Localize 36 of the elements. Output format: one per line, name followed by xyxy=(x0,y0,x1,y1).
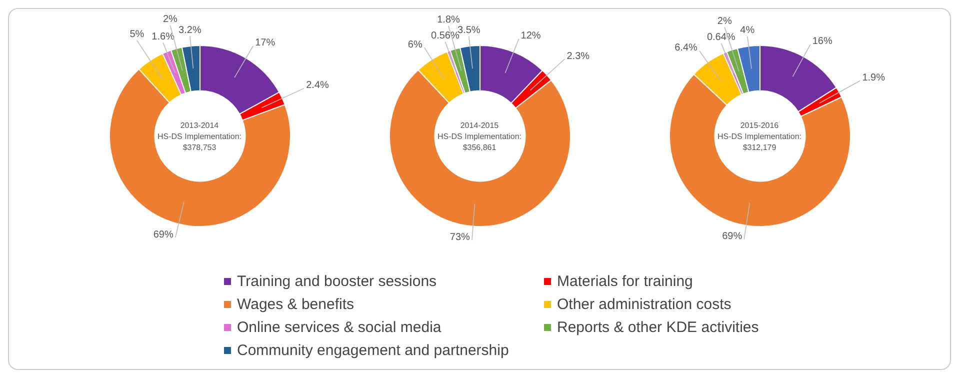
data-label: 2% xyxy=(162,14,178,26)
legend-label: Community engagement and partnership xyxy=(237,342,509,359)
legend-label: Reports & other KDE activities xyxy=(557,319,759,336)
data-label: 5% xyxy=(129,29,144,40)
data-label: 3.2% xyxy=(178,24,201,36)
data-label: 2.3% xyxy=(566,50,590,62)
data-label: 73% xyxy=(449,232,470,243)
data-label: 69% xyxy=(152,229,173,240)
text: $378,753 xyxy=(182,142,216,152)
text: HS-DS Implementation: xyxy=(717,130,802,142)
text: 2013-2014 xyxy=(180,120,219,130)
data-label: 0.56% xyxy=(430,30,459,42)
text: $356,861 xyxy=(462,142,496,152)
data-label: 1.9% xyxy=(862,72,885,84)
data-label: 2.4% xyxy=(306,80,328,92)
text: HS-DS Implementation: xyxy=(157,130,242,142)
legend-label: Online services & social media xyxy=(237,319,442,336)
data-label: 16% xyxy=(812,36,832,48)
text: HS-DS Implementation: xyxy=(437,130,522,142)
data-label: 12% xyxy=(520,30,540,42)
data-label: 1.6% xyxy=(151,31,174,42)
data-label: 17% xyxy=(254,38,275,49)
legend-label: Wages & benefits xyxy=(237,296,354,313)
text: $312,179 xyxy=(742,142,776,152)
text: 2015-2016 xyxy=(740,120,779,130)
data-label: 0.64% xyxy=(706,32,735,44)
data-label: 4% xyxy=(740,25,754,36)
legend-label: Training and booster sessions xyxy=(237,273,437,290)
legend-label: Materials for training xyxy=(557,273,693,290)
data-label: 6.4% xyxy=(674,42,697,54)
data-label: 2% xyxy=(716,16,732,27)
text: 2014-2015 xyxy=(460,120,499,130)
data-label: 69% xyxy=(722,231,742,242)
data-label: 6% xyxy=(407,39,422,50)
legend-label: Other administration costs xyxy=(557,296,732,313)
data-label: 1.8% xyxy=(436,14,460,26)
